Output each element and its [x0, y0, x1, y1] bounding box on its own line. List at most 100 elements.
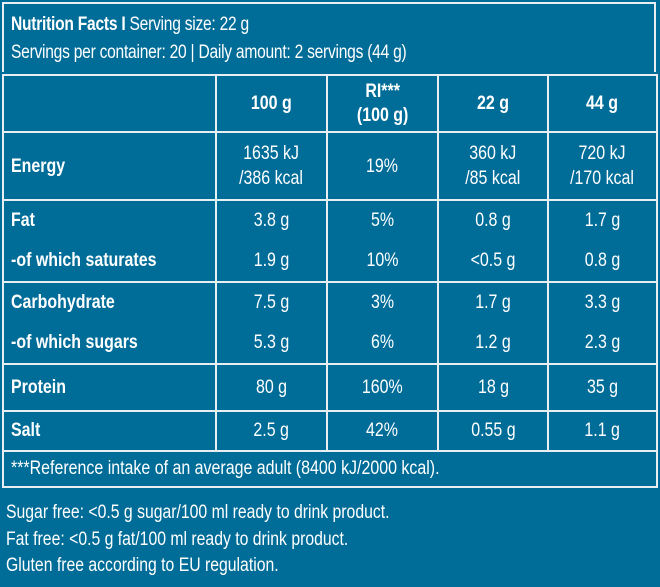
fat-label: Fat — [11, 201, 215, 241]
table-row-salt: Salt 2.5 g 42% 0.55 g 1.1 g — [2, 410, 658, 452]
carb-100g-value: 7.5 g — [253, 292, 290, 313]
col-header-100g-text: 100 g — [251, 92, 292, 114]
ri-basis: (100 g) — [356, 104, 409, 126]
carb-ri-value: 3% — [370, 292, 395, 313]
protein-44g: 35 g — [547, 363, 658, 412]
row-label: Protein — [2, 363, 217, 412]
saturates-22g-value: <0.5 g — [470, 250, 516, 271]
energy-44g-kj: 720 kJ — [578, 143, 627, 164]
salt-22g: 0.55 g — [437, 410, 549, 452]
header-line-1: Nutrition Facts I Serving size: 22 g — [11, 11, 249, 39]
saturates-100g-value: 1.9 g — [253, 250, 290, 271]
row-label: Salt — [2, 410, 217, 452]
footnote-text: ***Reference intake of an average adult … — [11, 458, 440, 479]
carb-44g: 3.3 g 2.3 g — [547, 281, 658, 365]
claims-notes: Sugar free: <0.5 g sugar/100 ml ready to… — [6, 500, 468, 580]
servings-line: Servings per container: 20 | Daily amoun… — [11, 42, 407, 63]
salt-22g-value: 0.55 g — [470, 420, 516, 441]
saturates-ri-value: 10% — [366, 250, 399, 271]
salt-44g-value: 1.1 g — [584, 420, 621, 441]
col-header-22g: 22 g — [437, 74, 549, 133]
energy-44g-kcal: /170 kcal — [570, 168, 635, 189]
energy-44g: 720 kJ/170 kcal — [547, 131, 658, 201]
col-header-ri: RI*** (100 g) — [326, 74, 439, 133]
table-header-row: 100 g RI*** (100 g) 22 g 44 g — [2, 74, 658, 133]
protein-100g-value: 80 g — [255, 376, 288, 398]
protein-ri: 160% — [326, 363, 439, 412]
carb-ri: 3% 6% — [326, 281, 439, 365]
energy-44g-text: 720 kJ/170 kcal — [571, 141, 635, 191]
carbohydrate-label: Carbohydrate — [11, 292, 115, 313]
footnote-cell: ***Reference intake of an average adult … — [2, 450, 658, 488]
energy-22g-kcal: /85 kcal — [465, 168, 521, 189]
protein-22g-value: 18 g — [477, 376, 509, 398]
saturates-label: -of which saturates — [11, 241, 215, 281]
energy-22g-text: 360 kJ/85 kcal — [465, 141, 520, 191]
salt-label: Salt — [11, 420, 41, 441]
salt-ri-value: 42% — [366, 420, 399, 441]
fat-44g-value: 1.7 g — [584, 210, 621, 231]
header-empty-cell — [2, 74, 217, 133]
saturates-label-text: -of which saturates — [11, 250, 157, 271]
sugars-44g-value: 2.3 g — [584, 332, 621, 353]
serving-size: Serving size: 22 g — [129, 14, 250, 35]
sugars-100g-value: 5.3 g — [253, 332, 290, 353]
ri-label: RI*** — [365, 80, 400, 102]
fat-100g-value: 3.8 g — [253, 210, 290, 231]
sugars-ri-value: 6% — [370, 332, 395, 353]
energy-100g-kcal: /386 kcal — [239, 168, 304, 189]
col-header-ri-text: RI*** (100 g) — [357, 80, 408, 128]
fat-label-text: Fat — [11, 210, 35, 231]
header-separator: I — [121, 14, 126, 35]
sugars-22g-value: 1.2 g — [475, 332, 511, 353]
protein-ri-value: 160% — [362, 376, 403, 398]
fat-22g: 0.8 g <0.5 g — [437, 199, 549, 283]
nutrition-table: 100 g RI*** (100 g) 22 g 44 g Energy 1635… — [2, 74, 658, 488]
protein-100g: 80 g — [215, 363, 328, 412]
fat-ri-value: 5% — [370, 210, 395, 231]
label-header: Nutrition Facts I Serving size: 22 g Ser… — [2, 2, 656, 72]
protein-22g: 18 g — [437, 363, 549, 412]
note-sugar-free: Sugar free: <0.5 g sugar/100 ml ready to… — [6, 502, 390, 523]
energy-100g: 1635 kJ/386 kcal — [215, 131, 328, 201]
table-row-protein: Protein 80 g 160% 18 g 35 g — [2, 363, 658, 412]
energy-label: Energy — [11, 155, 66, 177]
col-header-100g: 100 g — [215, 74, 328, 133]
col-header-44g: 44 g — [547, 74, 658, 133]
fat-22g-value: 0.8 g — [475, 210, 511, 231]
energy-100g-text: 1635 kJ/386 kcal — [240, 141, 304, 191]
salt-100g-value: 2.5 g — [253, 420, 290, 441]
energy-22g: 360 kJ/85 kcal — [437, 131, 549, 201]
carb-44g-value: 3.3 g — [584, 292, 621, 313]
carb-100g: 7.5 g 5.3 g — [215, 281, 328, 365]
energy-ri: 19% — [326, 131, 439, 201]
sugars-label: -of which sugars — [11, 332, 138, 353]
fat-44g: 1.7 g 0.8 g — [547, 199, 658, 283]
energy-100g-kj: 1635 kJ — [243, 143, 300, 164]
table-row-carbohydrate: Carbohydrate -of which sugars 7.5 g 5.3 g … — [2, 281, 658, 365]
fat-ri: 5% 10% — [326, 199, 439, 283]
carb-22g-value: 1.7 g — [475, 292, 511, 313]
col-header-22g-text: 22 g — [477, 92, 509, 114]
fat-100g: 3.8 g 1.9 g — [215, 199, 328, 283]
salt-44g: 1.1 g — [547, 410, 658, 452]
col-header-44g-text: 44 g — [586, 92, 619, 114]
row-label: Energy — [2, 131, 217, 201]
protein-label: Protein — [11, 376, 66, 398]
table-row-energy: Energy 1635 kJ/386 kcal 19% 360 kJ/85 kc… — [2, 131, 658, 201]
carb-22g: 1.7 g 1.2 g — [437, 281, 549, 365]
note-fat-free: Fat free: <0.5 g fat/100 ml ready to dri… — [6, 528, 349, 550]
note-gluten-free: Gluten free according to EU regulation. — [6, 555, 279, 576]
nutrition-label: Nutrition Facts I Serving size: 22 g Ser… — [2, 2, 656, 72]
row-label: Fat -of which saturates — [2, 199, 217, 283]
energy-22g-kj: 360 kJ — [469, 143, 517, 164]
row-label: Carbohydrate -of which sugars — [2, 281, 217, 365]
footnote-row: ***Reference intake of an average adult … — [2, 450, 658, 488]
protein-44g-value: 35 g — [586, 376, 619, 398]
energy-ri-text: 19% — [366, 155, 399, 177]
saturates-44g-value: 0.8 g — [584, 250, 621, 271]
salt-100g: 2.5 g — [215, 410, 328, 452]
salt-ri: 42% — [326, 410, 439, 452]
header-title: Nutrition Facts — [11, 14, 118, 35]
table-row-fat: Fat -of which saturates 3.8 g 1.9 g 5% 10% … — [2, 199, 658, 283]
